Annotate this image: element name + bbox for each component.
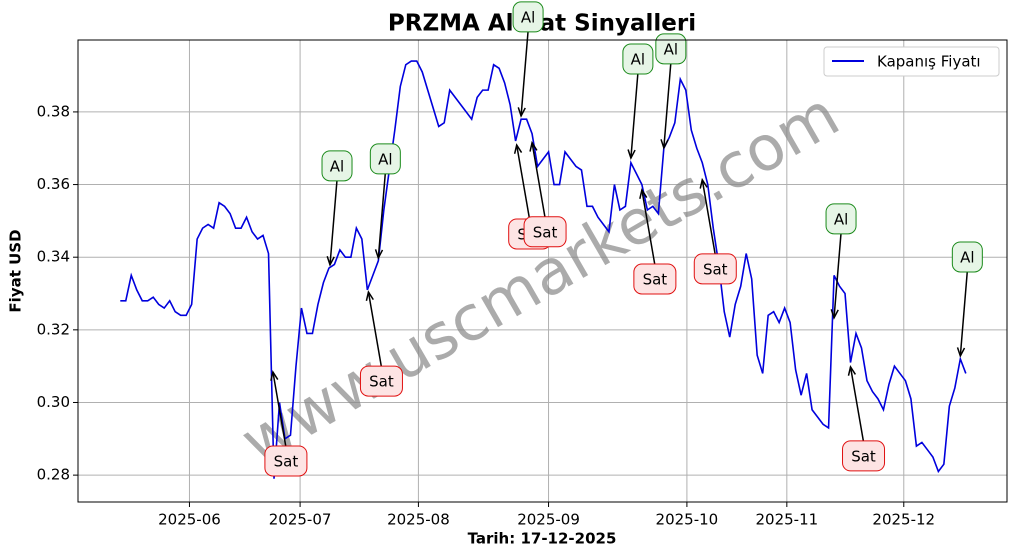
signal-arrow bbox=[377, 172, 387, 258]
signal-label: Al bbox=[378, 150, 392, 168]
x-tick-label: 2025-10 bbox=[656, 511, 719, 529]
signal-arrow bbox=[849, 366, 865, 443]
legend: Kapanış Fiyatı bbox=[823, 46, 1000, 77]
signal-box bbox=[264, 445, 308, 477]
x-tick-label: 2025-11 bbox=[755, 511, 818, 529]
signal-arrow bbox=[641, 189, 656, 266]
signal-label: Sat bbox=[851, 447, 876, 465]
signal-label: Al bbox=[664, 40, 678, 58]
signal-label: Sat bbox=[369, 373, 394, 391]
watermark: www.uscmarkets.com bbox=[229, 78, 851, 479]
signal-box bbox=[825, 203, 857, 235]
signal-arrow bbox=[630, 72, 639, 159]
arrow-head bbox=[830, 309, 839, 320]
signal-arrow bbox=[833, 232, 842, 318]
signal-box bbox=[693, 253, 737, 285]
signal-box bbox=[369, 143, 401, 175]
signal-label: Al bbox=[960, 248, 974, 266]
signal-arrow bbox=[959, 270, 969, 357]
y-tick-label: 0.36 bbox=[37, 175, 70, 193]
signal-arrow bbox=[701, 179, 717, 255]
signal-arrow bbox=[329, 179, 338, 265]
arrow-head bbox=[513, 143, 523, 154]
signal-box bbox=[622, 43, 654, 75]
arrow-head bbox=[699, 177, 708, 189]
signal-label: Al bbox=[521, 8, 535, 26]
x-tick-label: 2025-06 bbox=[158, 511, 221, 529]
signal-label: Al bbox=[631, 51, 645, 69]
signal-box bbox=[951, 241, 983, 273]
signal-box bbox=[523, 216, 567, 248]
arrow-head bbox=[956, 347, 966, 358]
signal-arrow bbox=[272, 371, 287, 448]
arrow-head bbox=[270, 370, 279, 381]
signal-arrow bbox=[663, 62, 672, 148]
signal-arrow bbox=[531, 142, 546, 218]
arrow-head bbox=[660, 139, 669, 150]
arrow-head bbox=[639, 188, 648, 199]
x-tick-label: 2025-12 bbox=[872, 511, 935, 529]
signal-box bbox=[512, 1, 544, 33]
arrow-head bbox=[326, 256, 335, 267]
arrow-head bbox=[374, 249, 384, 260]
x-tick-label: 2025-09 bbox=[517, 511, 580, 529]
signal-box bbox=[842, 440, 886, 472]
signal-box bbox=[321, 150, 353, 182]
signal-label: Sat bbox=[274, 452, 299, 470]
signal-label: Al bbox=[330, 157, 344, 175]
signal-box bbox=[359, 365, 403, 397]
y-tick-label: 0.28 bbox=[37, 466, 70, 484]
legend-box bbox=[823, 46, 1000, 77]
signal-box bbox=[655, 33, 687, 65]
signal-label: Sat bbox=[703, 260, 728, 278]
signal-arrow bbox=[367, 291, 383, 368]
signal-box bbox=[633, 263, 677, 295]
price-line bbox=[120, 60, 967, 479]
y-axis-label: Fiyat USD bbox=[7, 229, 25, 312]
arrow-head bbox=[517, 107, 526, 118]
x-axis-label: Tarih: 17-12-2025 bbox=[468, 530, 617, 548]
y-tick-label: 0.38 bbox=[37, 102, 70, 120]
x-tick-label: 2025-07 bbox=[269, 511, 332, 529]
signal-label: Sat bbox=[533, 223, 558, 241]
signal-arrow bbox=[515, 144, 531, 221]
signal-label: Sat bbox=[643, 271, 668, 289]
y-tick-label: 0.32 bbox=[37, 320, 70, 338]
plot-frame bbox=[77, 39, 1008, 503]
signal-arrow bbox=[520, 30, 529, 116]
legend-label: Kapanış Fiyatı bbox=[877, 53, 981, 71]
arrow-head bbox=[847, 364, 857, 376]
y-tick-label: 0.34 bbox=[37, 248, 70, 266]
x-tick-label: 2025-08 bbox=[387, 511, 450, 529]
signal-label: Al bbox=[834, 210, 848, 228]
y-tick-label: 0.30 bbox=[37, 393, 70, 411]
arrow-head bbox=[627, 149, 636, 160]
arrow-head bbox=[529, 140, 538, 152]
arrow-head bbox=[365, 290, 374, 302]
